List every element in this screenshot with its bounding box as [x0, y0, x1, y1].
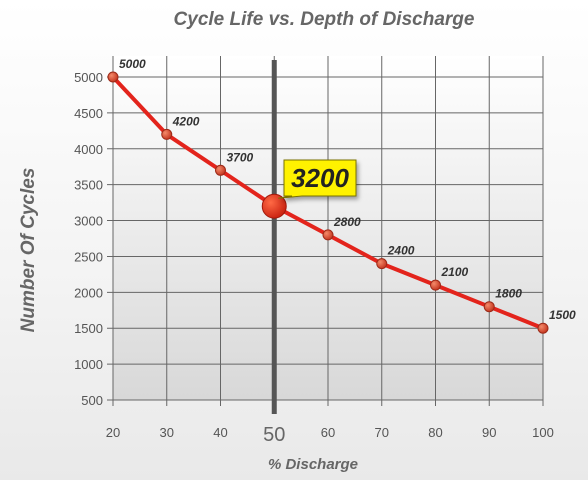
x-tick-20: 20 [106, 425, 120, 440]
data-label-40: 3700 [227, 150, 254, 164]
callout-box [278, 159, 357, 199]
data-label-30: 4200 [172, 114, 200, 128]
y-axis-ticks: 500 1000 1500 2000 2500 3000 3500 4000 4500 5000 [74, 70, 103, 408]
data-point-60 [322, 229, 334, 241]
x-tick-60: 60 [321, 425, 335, 440]
y-axis-title: Number Of Cycles [18, 168, 39, 333]
data-point-80 [430, 279, 441, 291]
data-label-20: 5000 [119, 57, 146, 71]
chart-title: Cycle Life vs. Depth of Discharge [174, 9, 475, 30]
y-tick-2500: 2500 [74, 249, 103, 264]
data-label-100: 1500 [549, 308, 576, 322]
x-tick-40: 40 [213, 425, 227, 440]
x-axis-ticks: 20 30 40 50 60 70 80 90 100 [106, 424, 554, 446]
data-point-90 [483, 301, 495, 313]
y-tick-500: 500 [81, 393, 103, 408]
x-axis-title: % Discharge [268, 456, 358, 473]
y-tick-1500: 1500 [74, 321, 103, 336]
callout-group: 3200 [278, 159, 357, 199]
data-point-30 [161, 128, 173, 140]
y-tick-4500: 4500 [74, 106, 103, 121]
data-label-60: 2800 [333, 215, 361, 229]
x-tick-90: 90 [482, 425, 496, 440]
data-label-70: 2400 [387, 244, 415, 258]
x-tick-80: 80 [428, 425, 442, 440]
y-tick-3000: 3000 [74, 214, 103, 229]
y-tick-1000: 1000 [74, 357, 103, 372]
data-point-70 [376, 258, 388, 270]
data-point-40 [215, 164, 226, 176]
x-tick-50: 50 [263, 424, 285, 446]
callout-label: 3200 [291, 163, 349, 193]
data-label-80: 2100 [441, 265, 469, 279]
x-tick-70: 70 [375, 425, 389, 440]
y-tick-3500: 3500 [74, 178, 103, 193]
data-point-20 [107, 71, 119, 83]
data-point-100 [537, 322, 549, 334]
y-tick-5000: 5000 [74, 70, 103, 85]
x-tick-30: 30 [160, 425, 174, 440]
data-label-90: 1800 [495, 287, 522, 301]
highlight-point [261, 193, 287, 219]
x-tick-100: 100 [532, 425, 554, 440]
series-cycles [107, 71, 549, 334]
data-labels: 5000 4200 3700 2800 2400 2100 1800 1500 [119, 57, 576, 322]
y-tick-2000: 2000 [74, 285, 103, 300]
y-tick-4000: 4000 [74, 142, 103, 157]
